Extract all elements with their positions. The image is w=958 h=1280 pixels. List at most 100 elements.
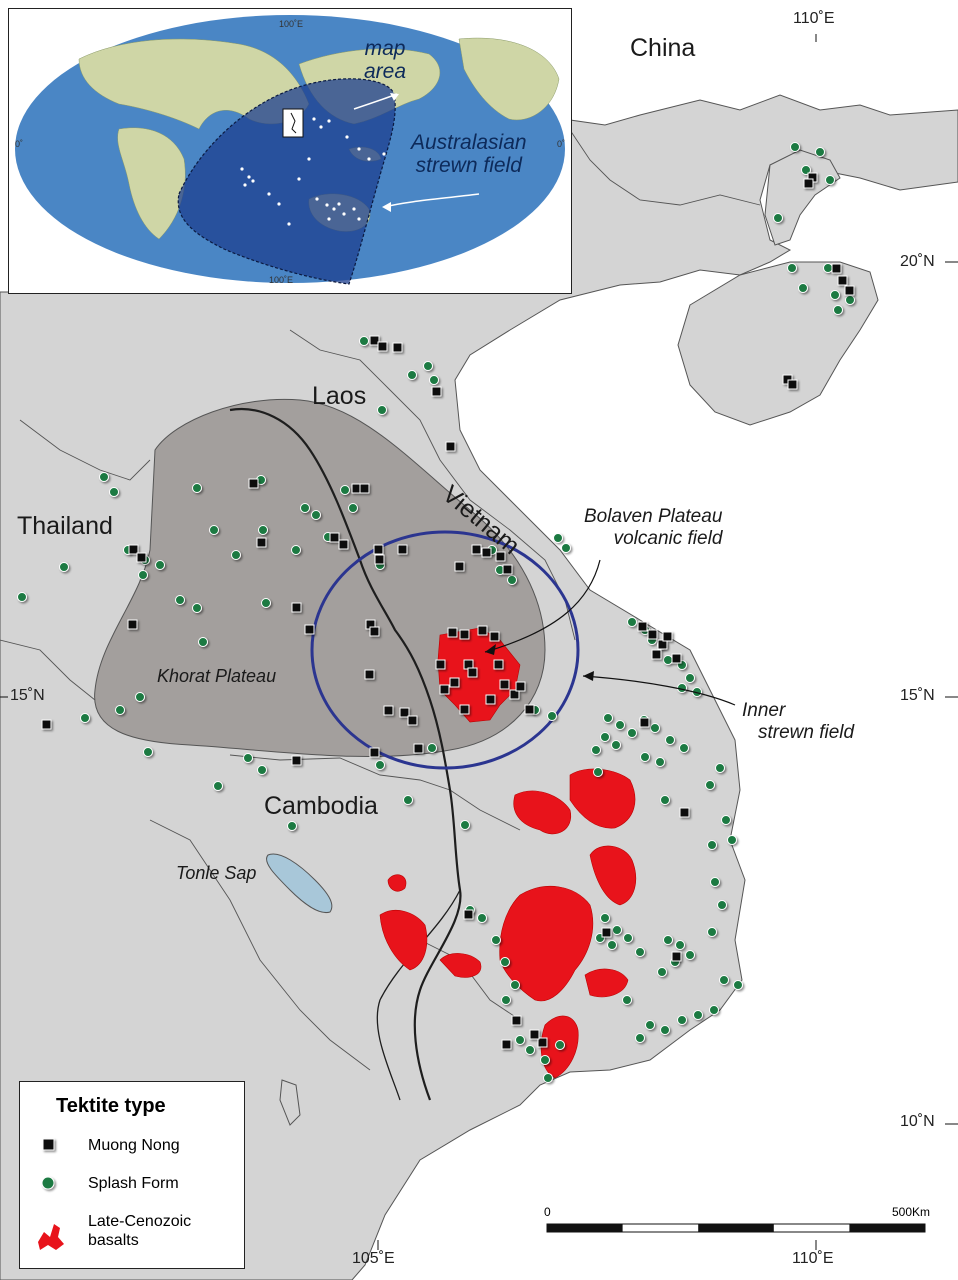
grid-label-15n-left: 15˚N [10,687,45,704]
splash-site [727,835,737,845]
splash-site [710,877,720,887]
splash-site [707,927,717,937]
label-inner-line2: strewn field [758,722,855,743]
muong-nong-site [399,707,410,718]
country-label-china: China [630,34,696,62]
muong-nong-site [662,631,673,642]
grid-label-15n-right: 15˚N [900,687,935,704]
grid-label-20n: 20˚N [900,253,935,270]
legend-muong-nong-label: Muong Nong [88,1137,180,1154]
muong-nong-site [515,681,526,692]
muong-nong-site [459,629,470,640]
muong-nong-site [369,626,380,637]
inset-strewn-field-label: Australasian strewn field [411,131,527,177]
muong-nong-site [637,621,648,632]
splash-site [99,472,109,482]
splash-site [650,723,660,733]
splash-site [845,295,855,305]
country-label-thailand: Thailand [17,512,113,540]
splash-site [510,980,520,990]
splash-site [660,795,670,805]
splash-site [377,405,387,415]
muong-nong-site [431,386,442,397]
splash-site [375,760,385,770]
splash-site [719,975,729,985]
mekong-river [229,408,462,1101]
splash-site [403,795,413,805]
splash-site [679,743,689,753]
inset-map-area-box [282,108,304,138]
inner-strewn-field-ellipse [310,530,580,770]
splash-site [213,781,223,791]
mekong-distributary [376,889,461,1101]
legend-splash-symbol [41,1176,55,1190]
scale-bar-labels: 0 500Km [540,1205,940,1245]
muong-nong-site [377,341,388,352]
splash-site [677,683,687,693]
muong-nong-site [407,715,418,726]
splash-site [540,1055,550,1065]
muong-nong-site [359,483,370,494]
splash-site [291,545,301,555]
splash-site [591,745,601,755]
splash-site [705,780,715,790]
splash-site [500,957,510,967]
splash-site [257,765,267,775]
muong-nong-site [447,627,458,638]
muong-nong-site [844,285,855,296]
splash-site [733,980,743,990]
muong-nong-site [413,743,424,754]
country-label-cambodia: Cambodia [264,792,378,820]
splash-site [773,213,783,223]
splash-site [665,735,675,745]
splash-site [623,933,633,943]
splash-site [622,995,632,1005]
scale-end: 500Km [892,1205,931,1219]
splash-site [600,913,610,923]
inset-map-area-label: map area [364,37,407,83]
splash-site [258,525,268,535]
splash-site [657,967,667,977]
splash-site [348,503,358,513]
splash-site [721,815,731,825]
muong-nong-site [502,564,513,575]
splash-site [80,713,90,723]
splash-site [553,533,563,543]
muong-nong-site [787,379,798,390]
inset-grid-100e-bottom: 100˚E [269,275,294,285]
splash-site [407,370,417,380]
muong-nong-site [364,669,375,680]
muong-nong-site [679,807,690,818]
muong-nong-site [454,561,465,572]
label-bolaven-line2: volcanic field [613,528,723,549]
splash-site [287,821,297,831]
scale-bar [546,1223,926,1233]
muong-nong-site [493,659,504,670]
australasian-strewn-field [177,78,396,285]
muong-nong-site [651,649,662,660]
legend: Tektite type Muong Nong Splash Form Late… [19,1081,245,1269]
splash-site [491,935,501,945]
legend-basalts-label: Late-Cenozoic basalts [88,1212,191,1250]
splash-site [677,1015,687,1025]
splash-site [501,995,511,1005]
muong-nong-site [329,532,340,543]
muong-nong-site [601,927,612,938]
khorat-plateau-region [94,398,546,757]
splash-site [815,147,825,157]
splash-site [155,560,165,570]
splash-site [663,655,673,665]
splash-site [547,711,557,721]
inset-world-map: map area Australasian strewn field 100˚E… [8,8,572,294]
splash-site [555,1040,565,1050]
tonle-sap-lake [266,853,333,914]
grid-label-110e-bottom: 110˚E [792,1250,834,1267]
splash-site [243,753,253,763]
splash-site [717,900,727,910]
muong-nong-site [449,677,460,688]
muong-nong-site [291,755,302,766]
muong-nong-site [338,539,349,550]
muong-nong-site [671,653,682,664]
label-inner-line1: Inner [742,700,786,721]
basalt-fields [379,627,636,1079]
